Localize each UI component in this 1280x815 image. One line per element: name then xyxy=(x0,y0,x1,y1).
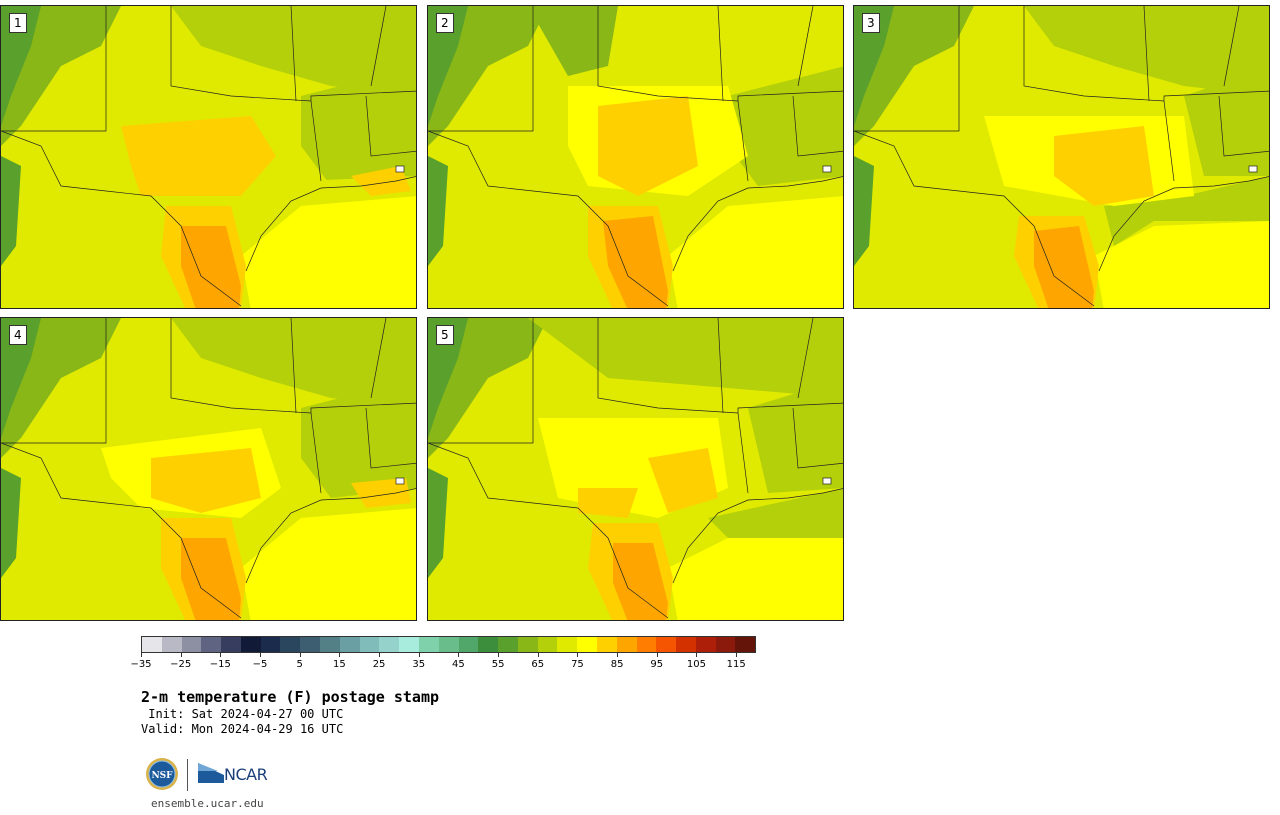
colorbar-segment xyxy=(379,637,400,652)
colorbar-segment xyxy=(300,637,321,652)
colorbar-segment xyxy=(221,637,241,652)
colorbar-tick xyxy=(656,653,658,657)
colorbar-segment xyxy=(517,637,538,652)
member-label: 2 xyxy=(436,13,454,33)
colorbar-tick-label: −15 xyxy=(209,659,231,670)
figure-title: 2-m temperature (F) postage stamp xyxy=(141,688,440,706)
colorbar-segment xyxy=(161,637,182,652)
colorbar-segment xyxy=(320,637,340,652)
colorbar-segment xyxy=(240,637,261,652)
colorbar-tick-label: 65 xyxy=(531,659,545,670)
colorbar-segment xyxy=(339,637,360,652)
colorbar-segment xyxy=(458,637,479,652)
nsf-logo-icon: NSF xyxy=(146,758,178,790)
temperature-map-5 xyxy=(428,318,843,620)
colorbar-segment xyxy=(438,637,459,652)
colorbar-segment xyxy=(537,637,558,652)
colorbar-segment xyxy=(577,637,597,652)
colorbar-tick xyxy=(458,653,460,657)
colorbar-tick xyxy=(339,653,341,657)
colorbar-segment xyxy=(201,637,222,652)
colorbar-segment xyxy=(735,637,756,652)
colorbar-ticks: −35 −25 −15 −5 5 15 25 35 45 55 65 75 85 95 105 115 xyxy=(130,653,756,673)
colorbar-tick xyxy=(617,653,619,657)
logo-divider xyxy=(187,759,188,791)
member-panel-3[interactable]: 3 xyxy=(853,5,1270,309)
member-label: 5 xyxy=(436,325,454,345)
colorbar-segment xyxy=(181,637,202,652)
temperature-map-1 xyxy=(1,6,416,308)
colorbar-tick-label: 85 xyxy=(610,659,624,670)
colorbar-segment xyxy=(399,637,419,652)
ncar-logo-icon xyxy=(198,763,224,783)
member-label: 3 xyxy=(862,13,880,33)
colorbar-tick xyxy=(180,653,182,657)
colorbar-tick xyxy=(220,653,222,657)
colorbar-tick-label: 105 xyxy=(686,659,707,670)
colorbar-tick-label: 35 xyxy=(412,659,426,670)
colorbar-segment xyxy=(142,637,162,652)
colorbar-tick xyxy=(260,653,262,657)
colorbar-segment xyxy=(557,637,578,652)
nsf-logo-text: NSF xyxy=(151,771,173,781)
colorbar-tick-label: 55 xyxy=(491,659,505,670)
temperature-map-4 xyxy=(1,318,416,620)
colorbar-tick-label: 25 xyxy=(372,659,386,670)
colorbar-segment xyxy=(695,637,716,652)
colorbar-tick xyxy=(141,653,142,657)
ncar-logo-text: NCAR xyxy=(224,765,268,784)
site-url[interactable]: ensemble.ucar.edu xyxy=(151,797,264,810)
colorbar-tick xyxy=(537,653,539,657)
member-label: 4 xyxy=(9,325,27,345)
colorbar-segment xyxy=(478,637,499,652)
colorbar-segment xyxy=(498,637,518,652)
colorbar-tick-label: 115 xyxy=(726,659,746,670)
colorbar-segment xyxy=(616,637,637,652)
colorbar-tick xyxy=(418,653,420,657)
colorbar-tick-label: −5 xyxy=(252,659,268,670)
member-panel-5[interactable]: 5 xyxy=(427,317,844,621)
colorbar-tick-label: −35 xyxy=(130,659,152,670)
colorbar-tick xyxy=(736,653,738,657)
colorbar-segment xyxy=(260,637,281,652)
member-panel-4[interactable]: 4 xyxy=(0,317,417,621)
colorbar-segment xyxy=(596,637,617,652)
member-label: 1 xyxy=(9,13,27,33)
colorbar-segment xyxy=(656,637,677,652)
temperature-map-3 xyxy=(854,6,1269,308)
colorbar-tick-label: 45 xyxy=(452,659,465,670)
colorbar-segment xyxy=(676,637,696,652)
temperature-map-2 xyxy=(428,6,843,308)
colorbar-segment xyxy=(359,637,380,652)
colorbar-tick-label: 75 xyxy=(571,659,584,670)
colorbar-tick-label: 5 xyxy=(296,659,303,670)
member-panel-2[interactable]: 2 xyxy=(427,5,844,309)
colorbar-tick xyxy=(498,653,500,657)
valid-time: Valid: Mon 2024-04-29 16 UTC xyxy=(141,722,344,736)
colorbar-tick-label: 95 xyxy=(650,659,664,670)
sponsor-logos: NSF NCAR xyxy=(145,757,275,793)
colorbar-tick xyxy=(696,653,698,657)
colorbar-segment xyxy=(636,637,657,652)
colorbar-tick xyxy=(299,653,301,657)
colorbar-tick-label: −25 xyxy=(170,659,192,670)
colorbar-segment xyxy=(715,637,736,652)
colorbar-segment xyxy=(418,637,439,652)
colorbar-tick xyxy=(577,653,579,657)
init-time: Init: Sat 2024-04-27 00 UTC xyxy=(141,707,344,721)
temperature-colorbar xyxy=(141,636,756,653)
colorbar-tick xyxy=(379,653,381,657)
colorbar-tick-label: 15 xyxy=(333,659,346,670)
member-panel-1[interactable]: 1 xyxy=(0,5,417,309)
colorbar-segment xyxy=(280,637,301,652)
